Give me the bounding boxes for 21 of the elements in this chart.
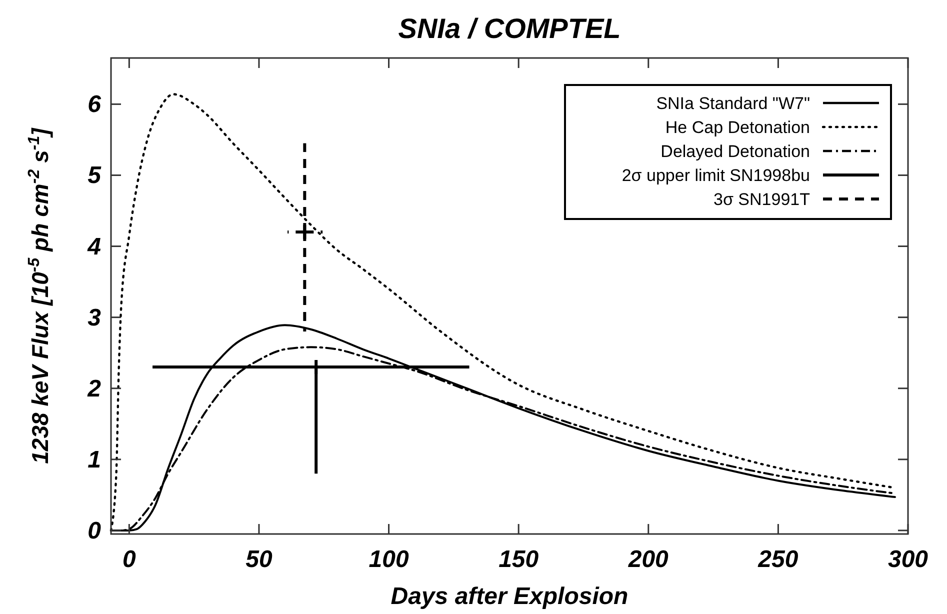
y-tick-label: 3: [88, 304, 102, 332]
x-tick-label: 100: [368, 546, 410, 573]
legend-label: Delayed Detonation: [660, 142, 810, 161]
x-tick-label: 200: [627, 546, 670, 573]
legend-label: 2σ upper limit SN1998bu: [622, 166, 810, 185]
x-axis-title: Days after Explosion: [390, 583, 628, 610]
x-tick-label: 250: [757, 546, 799, 573]
x-tick-label: 150: [498, 546, 540, 573]
y-tick-label: 6: [88, 91, 102, 118]
y-tick-label: 4: [86, 233, 101, 260]
y-tick-label: 1: [88, 446, 101, 474]
y-tick-label: 5: [88, 162, 102, 190]
legend-label: 3σ SN1991T: [714, 190, 810, 209]
legend-label: He Cap Detonation: [665, 118, 810, 137]
y-tick-label: 2: [86, 375, 102, 402]
x-tick-label: 0: [122, 546, 136, 573]
y-tick-label: 0: [88, 517, 102, 544]
legend-label: SNIa Standard "W7": [656, 94, 810, 113]
x-tick-label: 50: [246, 546, 273, 573]
chart-title: SNIa / COMPTEL: [398, 13, 621, 44]
x-tick-label: 300: [888, 546, 929, 573]
